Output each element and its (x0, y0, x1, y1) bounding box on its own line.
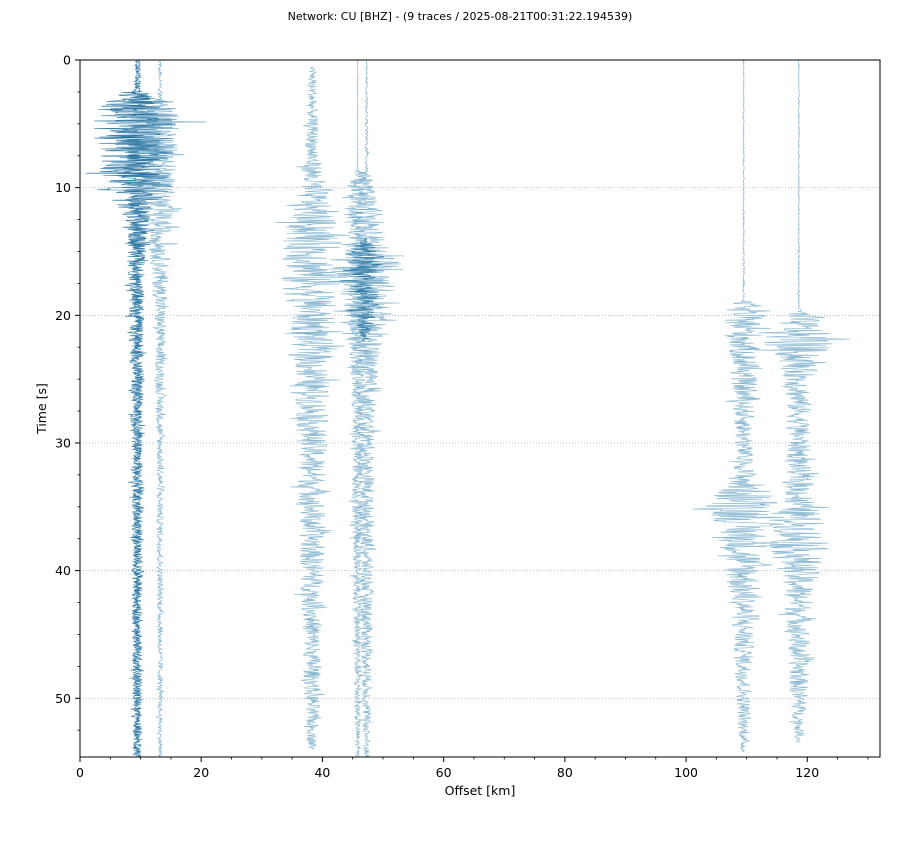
seismic-trace (754, 59, 851, 743)
x-tick-label: 120 (795, 765, 819, 780)
traces (85, 59, 851, 758)
y-tick-label: 0 (63, 53, 71, 68)
seismic-trace (692, 59, 785, 752)
y-axis-label: Time [s] (34, 383, 49, 435)
x-tick-label: 60 (436, 765, 452, 780)
seismic-trace (340, 238, 390, 341)
y-tick-label: 20 (55, 308, 71, 323)
x-axis-label: Offset [km] (445, 783, 516, 798)
seismic-trace (328, 59, 405, 758)
plot-frame (79, 59, 881, 758)
x-tick-label: 100 (674, 765, 698, 780)
y-tick-label: 40 (55, 563, 71, 578)
seismic-trace (275, 66, 351, 750)
x-tick-label: 20 (193, 765, 209, 780)
grid-lines (80, 187, 880, 699)
seismic-trace (110, 59, 177, 758)
y-tick-label: 50 (55, 691, 71, 706)
x-tick-label: 0 (76, 765, 84, 780)
seismic-trace (85, 60, 207, 757)
seismic-trace (135, 59, 185, 757)
x-tick-label: 80 (557, 765, 573, 780)
y-tick-label: 10 (55, 180, 71, 195)
seismic-trace (340, 59, 380, 757)
y-tick-label: 30 (55, 435, 71, 450)
x-axis-ticks: 0 20 40 60 80 100 120 (76, 757, 869, 780)
y-axis-ticks: 0 10 20 30 40 50 (55, 53, 80, 731)
x-tick-label: 40 (314, 765, 330, 780)
chart-title: Network: CU [BHZ] - (9 traces / 2025-08-… (287, 10, 633, 23)
